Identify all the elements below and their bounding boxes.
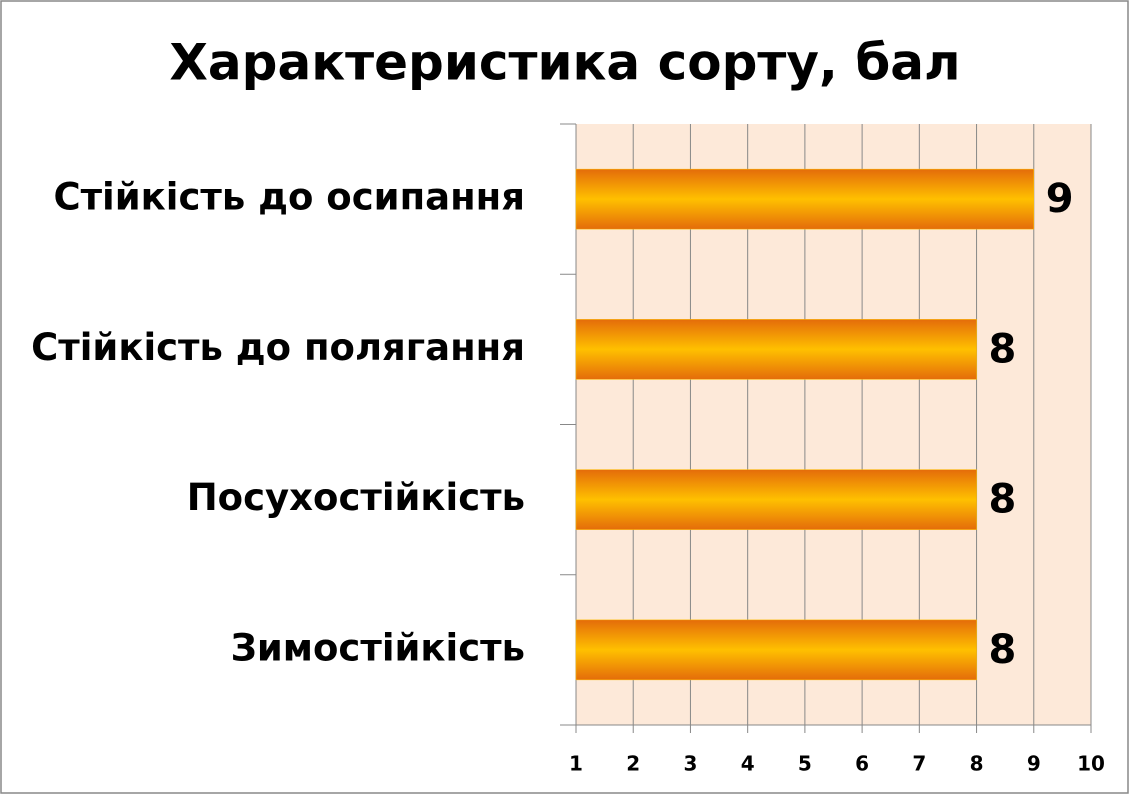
- x-tick-label: 10: [1077, 752, 1105, 776]
- y-tick-label: Стійкість до полягання: [31, 326, 525, 369]
- data-label: 9: [1046, 176, 1074, 222]
- x-tick-label: 9: [1027, 752, 1041, 776]
- y-tick-label: Зимостійкість: [231, 626, 525, 669]
- y-tick-label: Посухостійкість: [187, 476, 525, 519]
- data-label: 8: [989, 627, 1017, 673]
- bar: [575, 168, 1035, 230]
- bar: [575, 319, 977, 380]
- bar: [575, 619, 977, 681]
- x-tick-label: 2: [626, 752, 640, 776]
- data-label: 8: [989, 477, 1017, 523]
- x-tick-label: 8: [970, 752, 984, 776]
- x-tick-label: 7: [912, 752, 926, 776]
- y-tick-label: Стійкість до осипання: [53, 176, 525, 219]
- x-tick-label: 1: [569, 752, 583, 776]
- bar: [575, 469, 977, 530]
- x-tick-label: 3: [683, 752, 697, 776]
- x-tick-label: 5: [798, 752, 812, 776]
- x-tick-label: 6: [855, 752, 869, 776]
- data-label: 8: [989, 326, 1017, 372]
- chart-title: Характеристика сорту, бал: [169, 34, 960, 92]
- x-tick-label: 4: [741, 752, 755, 776]
